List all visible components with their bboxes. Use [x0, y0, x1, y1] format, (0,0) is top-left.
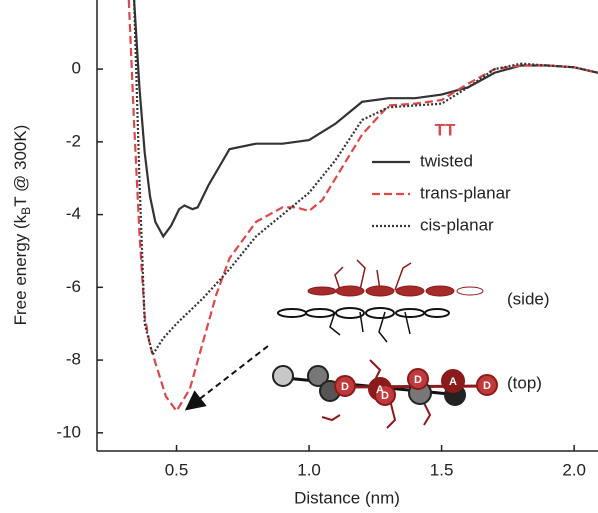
y-tick-label: -8	[66, 350, 81, 369]
legend-label: trans-planar	[420, 183, 511, 202]
atom-label: D	[483, 380, 491, 392]
arrow	[184, 345, 269, 411]
annotation: (side)	[507, 289, 550, 308]
y-axis-label: Free energy (kBT @ 300K)	[11, 125, 33, 326]
legend-title: TT	[435, 120, 456, 139]
atom-label: A	[449, 376, 457, 388]
atom-label: D	[341, 381, 349, 393]
atom-label: D	[414, 374, 422, 386]
annotation: (top)	[507, 373, 542, 392]
atom-label: A	[376, 384, 384, 396]
legend-label: twisted	[420, 151, 473, 170]
y-tick-label: -2	[66, 131, 81, 150]
x-axis-label: Distance (nm)	[294, 488, 400, 507]
y-tick-label: -6	[66, 277, 81, 296]
series-line	[133, 0, 598, 239]
y-tick-label: 0	[72, 59, 81, 78]
x-tick-label: 1.0	[297, 460, 321, 479]
legend-label: cis-planar	[420, 215, 494, 234]
atom-label: D	[381, 390, 389, 402]
y-tick-label: -4	[66, 204, 81, 223]
molecule-inset: D A D D A D	[272, 259, 498, 429]
x-tick-label: 0.5	[165, 460, 189, 479]
x-tick-label: 2.0	[562, 460, 586, 479]
series-line	[127, 0, 598, 413]
series-line	[133, 0, 598, 358]
y-tick-label: -10	[56, 422, 81, 441]
x-tick-label: 1.5	[430, 460, 454, 479]
plot-area	[127, 0, 598, 413]
